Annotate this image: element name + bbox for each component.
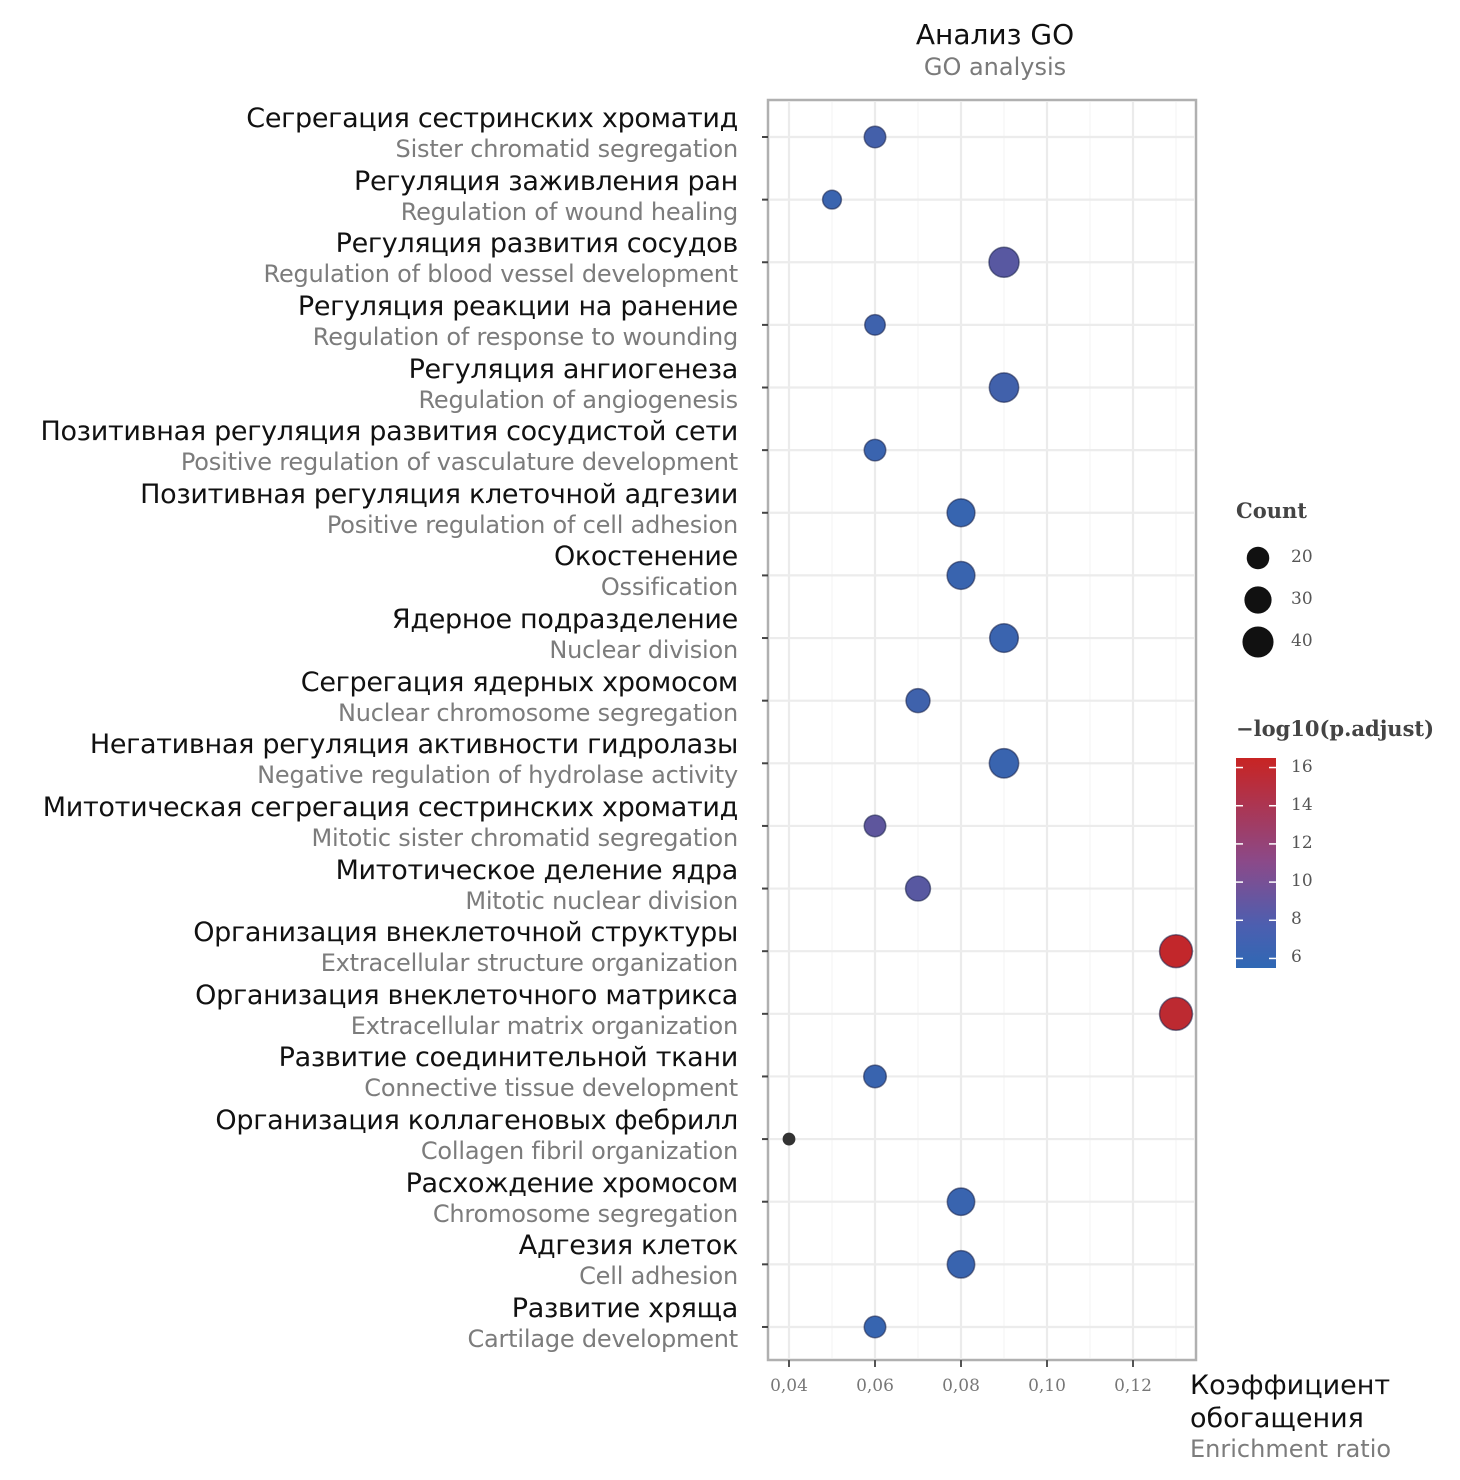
size-legend-title: Count: [1236, 498, 1307, 523]
y-axis-ticks: [762, 136, 768, 1328]
y-label-ru: Развитие хряща: [511, 1292, 739, 1324]
y-label-en: Sister chromatid segregation: [395, 135, 739, 163]
y-label-ru: Адгезия клеток: [518, 1230, 739, 1262]
y-label-ru: Митотическое деление ядра: [335, 854, 739, 886]
size-legend-label: 40: [1291, 631, 1313, 651]
size-legend-label: 20: [1291, 547, 1313, 567]
data-point: [863, 313, 887, 336]
data-point: [782, 1132, 796, 1146]
y-label-en: Regulation of angiogenesis: [418, 385, 738, 414]
colorbar-label: 12: [1291, 832, 1313, 853]
data-point: [821, 189, 843, 210]
data-point: [988, 622, 1020, 654]
y-label-ru: Регуляция заживления ран: [353, 165, 738, 197]
data-point: [905, 687, 931, 714]
colorbar-label: 8: [1291, 909, 1302, 930]
y-label-en: Nuclear chromosome segregation: [338, 698, 738, 727]
y-label-en: Connective tissue development: [364, 1074, 738, 1103]
y-label-en: Mitotic sister chromatid segregation: [311, 823, 739, 852]
colorbar: [1236, 758, 1276, 968]
y-label-en: Extracellular structure organization: [320, 949, 739, 978]
data-point: [863, 125, 887, 149]
y-label-en: Negative regulation of hydrolase activit…: [257, 761, 738, 790]
x-axis-ticks: 0,04 0,06 0,08 0,10 0,12: [770, 1360, 1152, 1396]
x-tick-label: 0,12: [1114, 1376, 1152, 1396]
y-label-ru: Негативная регуляция активности гидролаз…: [89, 729, 738, 761]
y-label-en: Chromosome segregation: [432, 1199, 738, 1228]
data-point: [863, 1315, 887, 1339]
colorbar-label: 14: [1291, 794, 1313, 815]
data-point: [946, 498, 976, 528]
data-point: [988, 246, 1020, 279]
x-tick-label: 0,08: [942, 1376, 980, 1396]
data-point: [863, 438, 887, 462]
colorbar-label: 16: [1291, 756, 1313, 777]
colorbar-ticks: [1236, 766, 1276, 960]
data-point: [863, 814, 887, 838]
data-point: [1158, 996, 1194, 1032]
colorbar-label: 6: [1291, 947, 1302, 968]
size-legend-dot: [1246, 546, 1270, 570]
chart-title: Анализ GO: [915, 18, 1075, 51]
y-label-en: Extracellular matrix organization: [350, 1011, 738, 1040]
y-label-ru: Организация коллагеновых фебрилл: [215, 1105, 738, 1137]
y-label-en: Regulation of wound healing: [400, 197, 738, 226]
colorbar-label: 10: [1291, 871, 1313, 892]
y-label-en: Collagen fibril organization: [420, 1137, 738, 1166]
y-label-ru: Организация внеклеточной структуры: [193, 917, 738, 949]
y-axis-labels: Сегрегация сестринских хроматид Sister ch…: [40, 103, 739, 1353]
data-point: [988, 372, 1020, 403]
plot-panel: [766, 98, 1198, 1362]
y-label-ru: Регуляция развития сосудов: [335, 228, 739, 260]
data-point: [988, 747, 1020, 779]
grid-lines: [770, 102, 1194, 1358]
y-label-ru: Развитие соединительной ткани: [278, 1042, 739, 1074]
y-label-ru: Регуляция реакции на ранение: [297, 290, 738, 322]
size-legend-dot: [1244, 586, 1272, 614]
y-label-ru: Расхождение хромосом: [405, 1167, 739, 1199]
y-label-en: Regulation of response to wounding: [312, 322, 738, 351]
y-label-en: Mitotic nuclear division: [465, 886, 738, 915]
y-label-ru: Митотическая сегрегация сестринских хром…: [42, 791, 739, 823]
y-label-en: Ossification: [600, 573, 738, 602]
x-tick-label: 0,04: [770, 1376, 808, 1396]
x-axis-title-en: Enrichment ratio: [1190, 1435, 1392, 1463]
data-point: [1158, 934, 1194, 969]
x-tick-label: 0,10: [1028, 1376, 1066, 1396]
data-point: [946, 560, 976, 591]
data-point: [862, 1064, 888, 1089]
y-label-ru: Регуляция ангиогенеза: [408, 353, 739, 385]
data-point: [946, 1249, 976, 1279]
size-legend-label: 30: [1291, 589, 1313, 609]
y-label-ru: Сегрегация ядерных хромосом: [300, 666, 739, 698]
y-label-en: Positive regulation of vasculature devel…: [180, 448, 738, 477]
y-label-ru: Позитивная регуляция клеточной адгезии: [140, 478, 738, 510]
y-label-ru: Окостенение: [553, 541, 738, 573]
y-label-en: Positive regulation of cell adhesion: [326, 510, 738, 539]
y-label-ru: Ядерное подразделение: [391, 604, 738, 636]
y-label-ru: Позитивная регуляция развития сосудистой…: [40, 416, 738, 448]
chart-subtitle: GO analysis: [923, 53, 1067, 81]
data-point: [904, 875, 932, 902]
x-axis-title: Коэффициент обогащения: [1190, 1370, 1391, 1434]
data-points: [782, 125, 1194, 1339]
y-label-ru: Сегрегация сестринских хроматид: [246, 103, 738, 134]
data-point: [946, 1187, 976, 1217]
size-legend-dot: [1242, 626, 1274, 658]
size-legend: [1242, 546, 1274, 658]
y-label-en: Cell adhesion: [579, 1262, 738, 1291]
y-label-ru: Организация внеклеточного матрикса: [195, 979, 738, 1011]
color-legend-title: −log10(p.adjust): [1236, 716, 1435, 741]
y-label-en: Regulation of blood vessel development: [263, 260, 739, 289]
y-label-en: Cartilage development: [467, 1324, 738, 1353]
y-label-en: Nuclear division: [549, 636, 738, 665]
x-tick-label: 0,06: [856, 1376, 894, 1396]
